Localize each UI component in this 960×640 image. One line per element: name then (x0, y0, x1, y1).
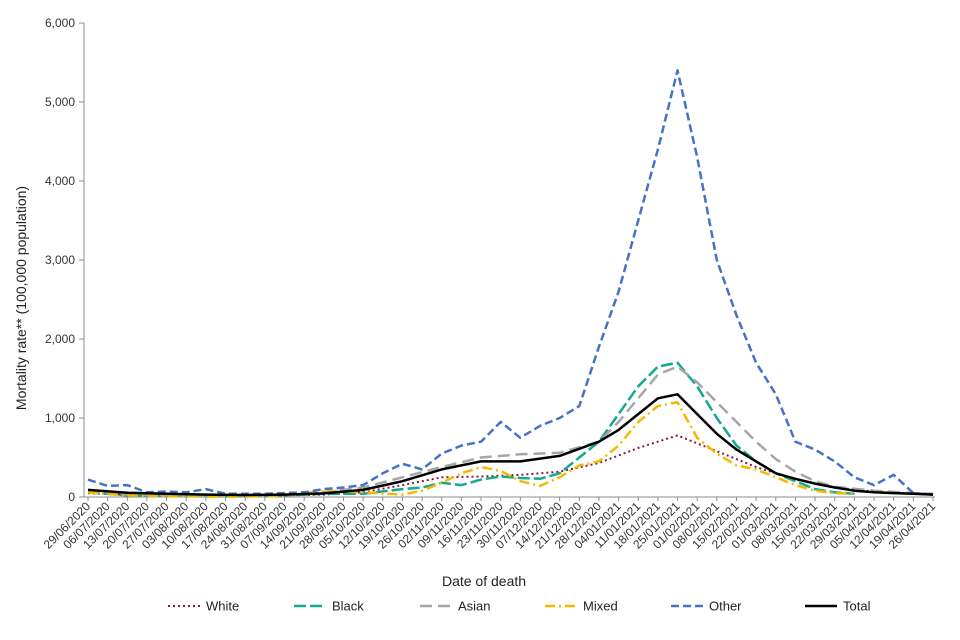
y-tick-label: 5,000 (45, 95, 75, 109)
legend-label-black: Black (332, 599, 364, 614)
y-tick-label: 6,000 (45, 16, 75, 30)
series-lines (87, 69, 934, 498)
y-tick-label: 0 (68, 490, 75, 504)
y-axis: 0 1,000 2,000 3,000 4,000 5,000 6,000 (45, 16, 85, 504)
legend-label-white: White (206, 599, 239, 614)
y-axis-title: Mortality rate** (100,000 population) (13, 186, 29, 410)
y-tick-label: 2,000 (45, 332, 75, 346)
y-tick-label: 1,000 (45, 411, 75, 425)
legend-label-total: Total (843, 599, 871, 614)
legend-label-mixed: Mixed (583, 599, 618, 614)
legend: White Black Asian Mixed Other Total (168, 599, 871, 614)
legend-label-asian: Asian (458, 599, 491, 614)
legend-label-other: Other (709, 599, 742, 614)
y-tick-label: 3,000 (45, 253, 75, 267)
series-line-black (87, 361, 855, 498)
x-axis: 29/06/202006/07/202013/07/202020/07/2020… (41, 496, 938, 552)
x-axis-title: Date of death (442, 573, 526, 589)
series-line-total (87, 393, 934, 497)
series-line-other (87, 69, 934, 496)
y-tick-label: 4,000 (45, 174, 75, 188)
